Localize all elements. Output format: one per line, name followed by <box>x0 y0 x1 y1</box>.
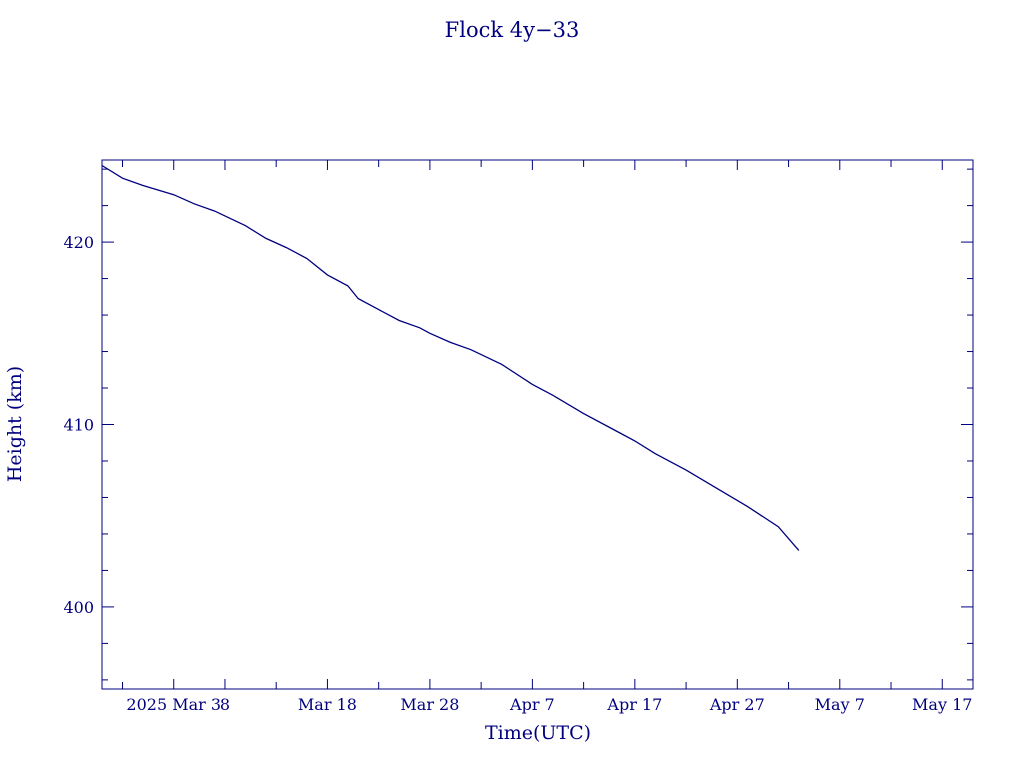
x-tick-label: Apr 17 <box>606 695 662 714</box>
plot-frame <box>101 159 974 690</box>
x-tick-label: 2025 Mar 3 <box>126 695 221 714</box>
x-tick-label: Apr 27 <box>709 695 765 714</box>
y-tick-label: 410 <box>63 416 94 435</box>
x-tick-label: 8 <box>220 695 230 714</box>
y-axis: 400 410 420 <box>63 168 973 681</box>
y-axis-title: Height (km) <box>4 366 26 482</box>
chart-title: Flock 4y−33 <box>445 18 580 42</box>
x-tick-label: May 17 <box>912 695 972 714</box>
y-tick-label: 420 <box>63 233 94 252</box>
y-tick-label: 400 <box>63 598 94 617</box>
x-tick-label: May 7 <box>815 695 865 714</box>
x-tick-label: Mar 18 <box>298 695 357 714</box>
x-axis-title: Time(UTC) <box>485 722 591 744</box>
x-tick-label: Apr 7 <box>509 695 555 714</box>
x-axis: 2025 Mar 38 Mar 18 Mar 28 Apr 7 Apr 17 Apr 27… <box>121 160 972 714</box>
height-series-line <box>101 164 800 551</box>
x-tick-label: Mar 28 <box>400 695 459 714</box>
